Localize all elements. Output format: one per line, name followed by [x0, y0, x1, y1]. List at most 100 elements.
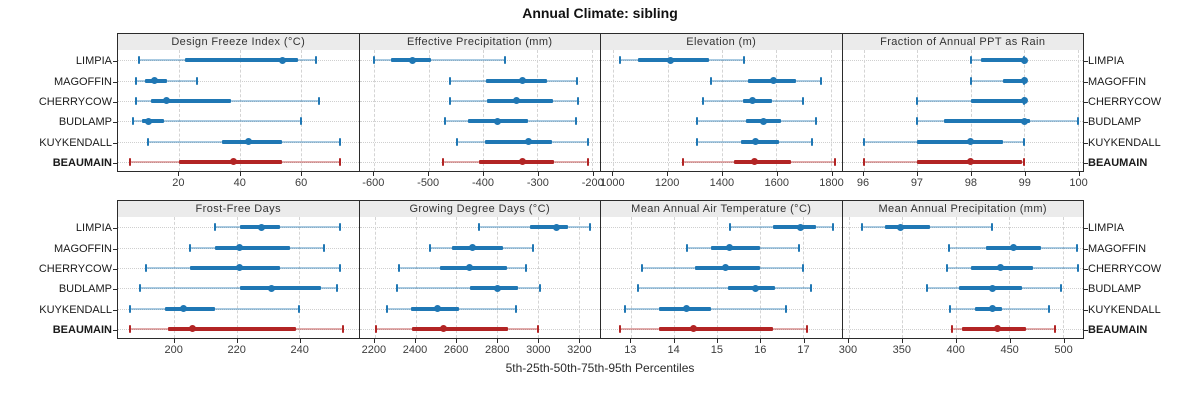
site-axis-tick: [1084, 142, 1088, 144]
site-axis-tick: [1084, 248, 1088, 250]
tick-gridline: [902, 217, 904, 338]
tick-label: 1600: [764, 177, 789, 189]
tick-gridline: [776, 50, 778, 171]
whisker-cap: [681, 157, 684, 166]
whisker-cap: [925, 284, 928, 293]
row-gridline: [118, 121, 359, 123]
whisker-cap: [398, 263, 401, 272]
site-label-budlamp: BUDLAMP: [58, 283, 112, 296]
whisker-cap: [515, 304, 518, 313]
whisker-cap: [1047, 304, 1050, 313]
whisker-cap: [1059, 284, 1062, 293]
median-dot: [1020, 56, 1028, 64]
axis-tick: [630, 339, 632, 343]
site-label-kuykendall: KUYKENDALL: [39, 303, 112, 316]
tick-gridline: [917, 50, 919, 171]
iqr-band-25-75: [412, 326, 509, 331]
site-label-magoffin: MAGOFFIN: [53, 75, 112, 88]
axis-tick: [667, 172, 669, 176]
whisker-cap: [138, 56, 141, 65]
tick-gridline: [674, 217, 675, 338]
median-dot: [722, 264, 730, 272]
whisker-cap: [916, 96, 919, 105]
whisker-cap: [338, 263, 341, 272]
iqr-band-25-75: [727, 286, 775, 291]
whisker-cap: [701, 96, 704, 105]
median-dot: [749, 97, 757, 105]
whisker-cap: [946, 263, 949, 272]
tick-gridline: [483, 50, 484, 171]
iqr-band-25-75: [658, 326, 773, 331]
site-label-cherrycow: CHERRYCOW: [38, 95, 112, 108]
whisker-cap: [636, 284, 639, 293]
whisker-cap: [129, 324, 132, 333]
tick-gridline: [374, 217, 376, 338]
axis-tick: [831, 172, 833, 176]
median-dot: [230, 158, 238, 166]
tick-label: -500: [417, 177, 440, 189]
whisker-cap: [341, 324, 344, 333]
tick-gridline: [497, 217, 499, 338]
median-dot: [993, 325, 1001, 333]
site-axis-tick: [113, 61, 117, 63]
tick-label: 1000: [600, 177, 625, 189]
tick-label: -400: [472, 177, 495, 189]
iqr-band-25-75: [740, 139, 780, 144]
median-dot: [967, 138, 975, 145]
median-dot: [1020, 117, 1028, 125]
site-label-budlamp: BUDLAMP: [58, 116, 112, 129]
site-label-magoffin: MAGOFFIN: [53, 242, 112, 255]
tick-label: 14: [667, 344, 680, 356]
tick-label: -200: [581, 177, 604, 189]
median-dot: [236, 244, 244, 251]
median-dot: [770, 77, 778, 84]
row-gridline: [842, 60, 1083, 62]
site-axis-tick: [1084, 329, 1088, 331]
tick-label: 200: [164, 344, 183, 356]
whisker-5-95: [396, 287, 540, 290]
row-gridline: [601, 60, 842, 62]
row-gridline: [842, 267, 1083, 269]
site-label-beaumain: BEAUMAIN: [1088, 156, 1148, 169]
tick-label: 1200: [654, 177, 680, 189]
tick-gridline: [537, 217, 539, 338]
median-dot: [997, 264, 1005, 272]
tick-gridline: [802, 217, 804, 338]
median-dot: [267, 284, 275, 292]
whisker-cap: [950, 324, 953, 333]
median-dot: [440, 325, 448, 333]
tick-label: 17: [797, 344, 810, 356]
median-dot: [1020, 97, 1028, 105]
tick-label: 3200: [567, 344, 592, 356]
whisker-cap: [685, 243, 688, 252]
strip-header: Effective Precipitation (mm): [358, 33, 601, 51]
median-dot: [726, 244, 734, 251]
site-axis-tick: [113, 142, 117, 144]
whisker-cap: [455, 137, 458, 146]
tick-label: 100: [1069, 177, 1088, 189]
panel-growing-degree-days-c: Growing Degree Days (°C) 2200 2400 2600 2800…: [358, 200, 601, 364]
whisker-cap: [132, 117, 135, 126]
whisker-cap: [314, 56, 317, 65]
whisker-cap: [696, 117, 699, 126]
whisker-cap: [443, 117, 446, 126]
site-axis-tick: [113, 329, 117, 331]
median-dot: [236, 264, 244, 272]
row-gridline: [842, 100, 1083, 102]
median-dot: [1020, 77, 1028, 84]
row-gridline: [601, 100, 842, 102]
tick-label: 15: [710, 344, 724, 356]
whisker-cap: [969, 76, 972, 85]
whisker-cap: [503, 56, 506, 65]
iqr-band-25-75: [734, 159, 791, 164]
iqr-band-25-75: [151, 98, 231, 103]
strip-header: Design Freeze Index (°C): [117, 33, 360, 51]
whisker-cap: [138, 284, 141, 293]
whisker-cap: [335, 284, 338, 293]
tick-gridline: [591, 50, 593, 171]
median-dot: [258, 223, 266, 231]
whisker-cap: [695, 137, 698, 146]
iqr-band-25-75: [167, 326, 297, 331]
tick-gridline: [1077, 50, 1079, 171]
whisker-cap: [196, 76, 199, 85]
